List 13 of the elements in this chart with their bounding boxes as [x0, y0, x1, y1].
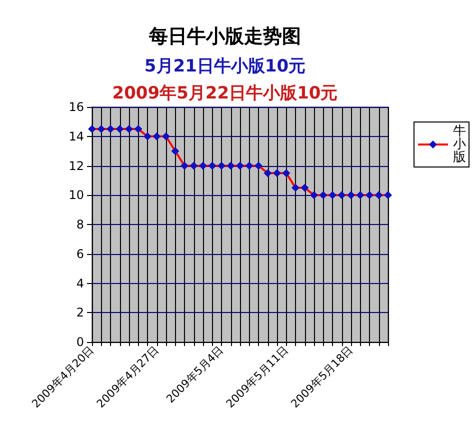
y-tick-label: 2 [76, 306, 84, 320]
text: 2009年5月22日牛小版10元 [112, 84, 338, 104]
y-tick-label: 4 [76, 276, 84, 290]
chart-title: 每日牛小版走势图 [148, 26, 301, 48]
y-tick-label: 10 [68, 188, 84, 202]
legend-label: 牛小版 [453, 124, 466, 165]
y-tick-label: 8 [76, 218, 84, 232]
y-tick-label: 12 [68, 158, 84, 173]
chart-subtitle: 5月21日牛小版10元 [144, 56, 306, 76]
y-tick-label: 16 [68, 100, 84, 114]
y-tick-label: 6 [76, 246, 84, 261]
y-tick-label: 0 [76, 335, 84, 349]
y-tick-label: 14 [68, 129, 84, 144]
